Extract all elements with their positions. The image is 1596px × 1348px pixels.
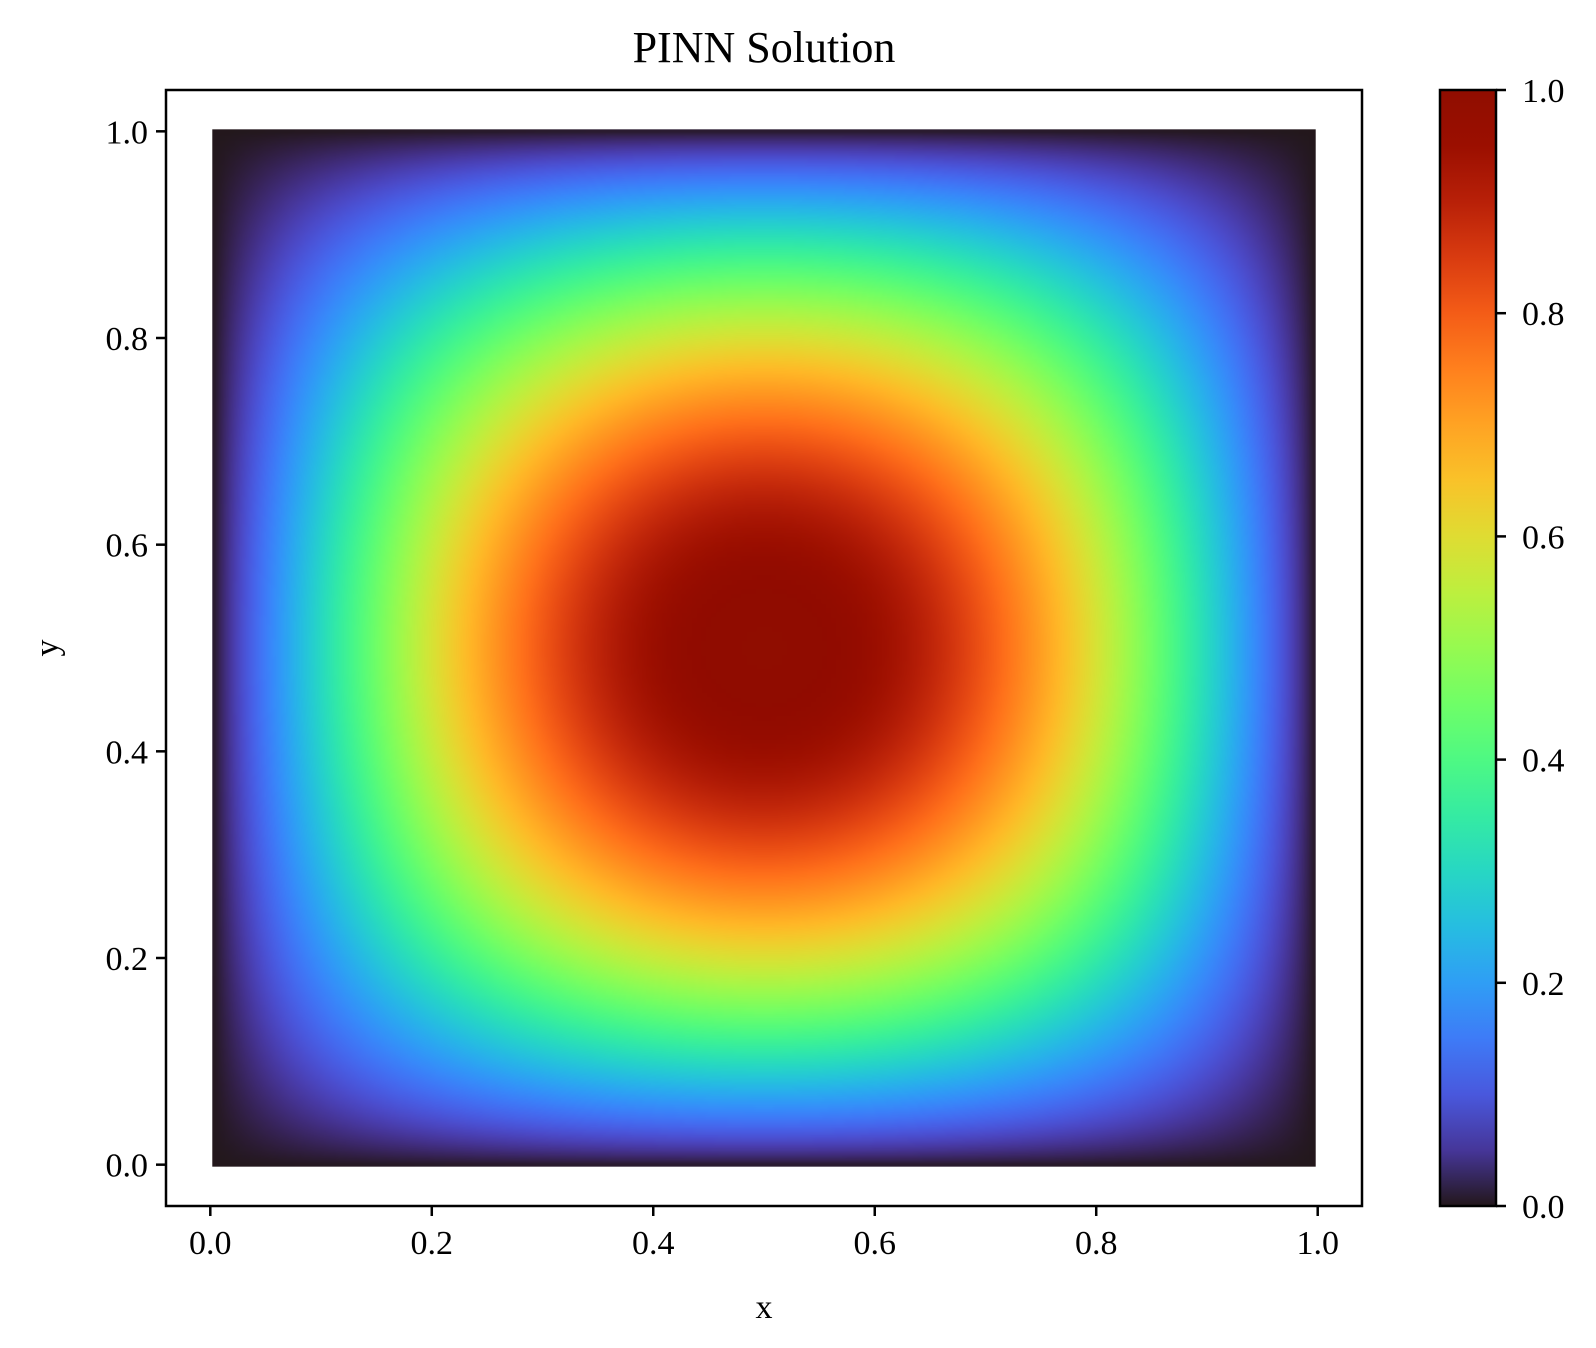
- y-axis-label: y: [29, 640, 66, 657]
- colorbar-ticks: 0.0 0.2 0.4 0.6 0.8 1.0: [1496, 73, 1565, 1226]
- plot-area: [212, 129, 1316, 1167]
- colorbar-tick-label: 1.0: [1522, 73, 1565, 110]
- colorbar-tick-label: 0.2: [1522, 966, 1565, 1003]
- x-tick-label: 1.0: [1296, 1225, 1339, 1262]
- plot-frame: [164, 88, 1364, 1208]
- y-tick-label: 0.2: [106, 941, 149, 978]
- y-tick-label: 0.8: [106, 321, 149, 358]
- x-tick-label: 0.6: [853, 1225, 896, 1262]
- x-tick-label: 0.8: [1075, 1225, 1118, 1262]
- y-tick-label: 0.0: [106, 1148, 149, 1185]
- y-axis-ticks: 0.0 0.2 0.4 0.6 0.8 1.0: [106, 114, 166, 1185]
- colorbar-tick-label: 0.8: [1522, 296, 1565, 333]
- y-tick-label: 0.4: [106, 734, 149, 771]
- x-tick-label: 0.4: [632, 1225, 675, 1262]
- y-tick-label: 0.6: [106, 528, 149, 565]
- x-tick-label: 0.0: [189, 1225, 232, 1262]
- x-tick-label: 0.2: [411, 1225, 454, 1262]
- y-tick-label: 1.0: [106, 114, 149, 151]
- x-axis-ticks: 0.0 0.2 0.4 0.6 0.8 1.0: [189, 1206, 1339, 1262]
- colorbar: [1438, 88, 1498, 1208]
- chart-title: PINN Solution: [633, 23, 896, 72]
- x-axis-label: x: [756, 1289, 773, 1326]
- colorbar-tick-label: 0.4: [1522, 743, 1565, 780]
- colorbar-tick-label: 0.0: [1522, 1189, 1565, 1226]
- colorbar-tick-label: 0.6: [1522, 519, 1565, 556]
- heatmap-image: [212, 129, 1316, 1167]
